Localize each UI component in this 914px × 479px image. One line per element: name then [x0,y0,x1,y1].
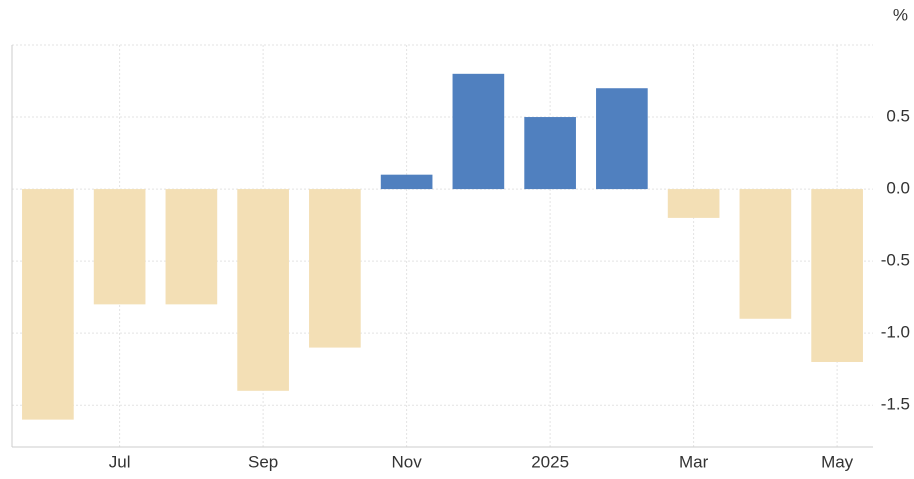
bar [165,189,218,305]
x-tick-label: Sep [248,452,278,471]
bar [22,189,74,420]
bar [739,189,792,319]
x-tick-label: 2025 [531,452,569,471]
y-tick-label: -1.0 [881,323,910,342]
bar [380,174,433,190]
bar [811,189,863,362]
y-tick-label: 0.0 [886,179,910,198]
unit-label: % [893,5,908,24]
bar [667,189,720,218]
y-tick-label: -1.5 [881,395,910,414]
x-tick-label: Mar [679,452,709,471]
bar [596,88,648,190]
x-tick-label: Jul [109,452,131,471]
bar [452,73,505,190]
bar [237,189,289,391]
bar [93,189,146,305]
y-tick-label: -0.5 [881,251,910,270]
y-tick-label: 0.5 [886,107,910,126]
x-tick-label: May [821,452,854,471]
x-tick-label: Nov [392,452,423,471]
bar [309,189,361,348]
bar [524,117,576,190]
